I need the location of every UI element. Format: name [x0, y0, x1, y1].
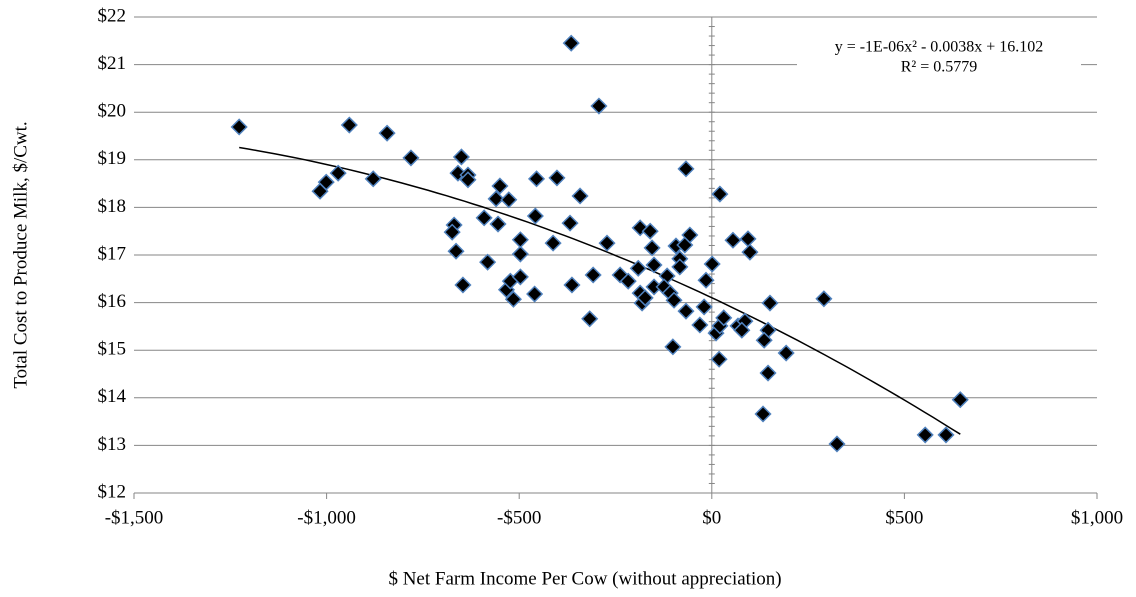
marker	[711, 185, 729, 203]
marker	[562, 34, 580, 52]
marker	[402, 149, 420, 167]
marker	[511, 268, 529, 286]
marker	[754, 405, 772, 423]
marker	[563, 276, 581, 294]
marker	[629, 259, 647, 277]
marker	[761, 294, 779, 312]
marker	[695, 298, 713, 316]
marker	[548, 169, 566, 187]
marker	[739, 230, 757, 248]
marker	[681, 226, 699, 244]
x-tick-label: -$1,000	[297, 507, 356, 528]
marker	[459, 171, 477, 189]
marker	[590, 97, 608, 115]
marker	[643, 239, 661, 257]
marker	[715, 309, 733, 327]
marker	[677, 302, 695, 320]
marker	[584, 266, 602, 284]
marker	[581, 310, 599, 328]
y-tick-label: $22	[98, 5, 127, 26]
marker	[479, 253, 497, 271]
marker	[230, 118, 248, 136]
marker	[491, 177, 509, 195]
marker	[454, 276, 472, 294]
y-tick-label: $21	[98, 53, 127, 74]
y-tick-label: $13	[98, 434, 127, 455]
marker	[815, 290, 833, 308]
marker	[755, 331, 773, 349]
trendline	[239, 146, 961, 435]
marker	[710, 350, 728, 368]
marker	[641, 222, 659, 240]
y-tick-label: $15	[98, 339, 127, 360]
marker	[443, 223, 461, 241]
y-tick-label: $12	[98, 481, 127, 502]
y-tick-label: $19	[98, 148, 127, 169]
marker	[916, 426, 934, 444]
marker	[636, 289, 654, 307]
marker	[364, 170, 382, 188]
marker	[571, 187, 589, 205]
marker	[677, 160, 695, 178]
marker	[703, 255, 721, 273]
marker	[777, 344, 795, 362]
marker	[631, 219, 649, 237]
marker	[619, 272, 637, 290]
x-tick-label: $1,000	[1071, 507, 1123, 528]
marker	[475, 209, 493, 227]
marker	[664, 338, 682, 356]
x-axis-label: $ Net Farm Income Per Cow (without appre…	[388, 568, 781, 589]
marker	[487, 190, 505, 208]
marker	[340, 116, 358, 134]
x-tick-label: $0	[702, 507, 721, 528]
y-tick-label: $20	[98, 101, 127, 122]
marker	[489, 215, 507, 233]
marker	[733, 321, 751, 339]
marker	[561, 214, 579, 232]
marker	[691, 316, 709, 334]
y-tick-label: $16	[98, 291, 127, 312]
x-tick-label: -$1,500	[105, 507, 164, 528]
marker	[311, 182, 329, 200]
marker	[378, 124, 396, 142]
marker	[526, 207, 544, 225]
marker	[511, 245, 529, 263]
marker	[598, 234, 616, 252]
x-tick-label: $500	[885, 507, 923, 528]
marker	[511, 231, 529, 249]
marker	[724, 231, 742, 249]
marker	[697, 271, 715, 289]
marker	[759, 364, 777, 382]
marker	[526, 285, 544, 303]
marker	[447, 242, 465, 260]
trend-r-squared: R² = 0.5779	[901, 59, 978, 76]
marker	[504, 290, 522, 308]
equation-box	[797, 36, 1081, 80]
marker	[329, 164, 347, 182]
marker	[500, 191, 518, 209]
marker	[452, 148, 470, 166]
y-tick-label: $18	[98, 196, 127, 217]
marker	[937, 426, 955, 444]
marker	[828, 435, 846, 453]
x-tick-label: -$500	[497, 507, 541, 528]
marker	[741, 243, 759, 261]
y-tick-label: $17	[98, 243, 127, 264]
trend-equation: y = -1E-06x² - 0.0038x + 16.102	[835, 39, 1044, 56]
marker	[544, 234, 562, 252]
marker	[951, 391, 969, 409]
marker	[665, 291, 683, 309]
marker	[671, 258, 689, 276]
y-axis-label: Total Cost to Produce Milk, $/Cwt.	[10, 121, 31, 388]
marker	[645, 256, 663, 274]
marker	[527, 170, 546, 188]
y-tick-label: $14	[98, 386, 127, 407]
